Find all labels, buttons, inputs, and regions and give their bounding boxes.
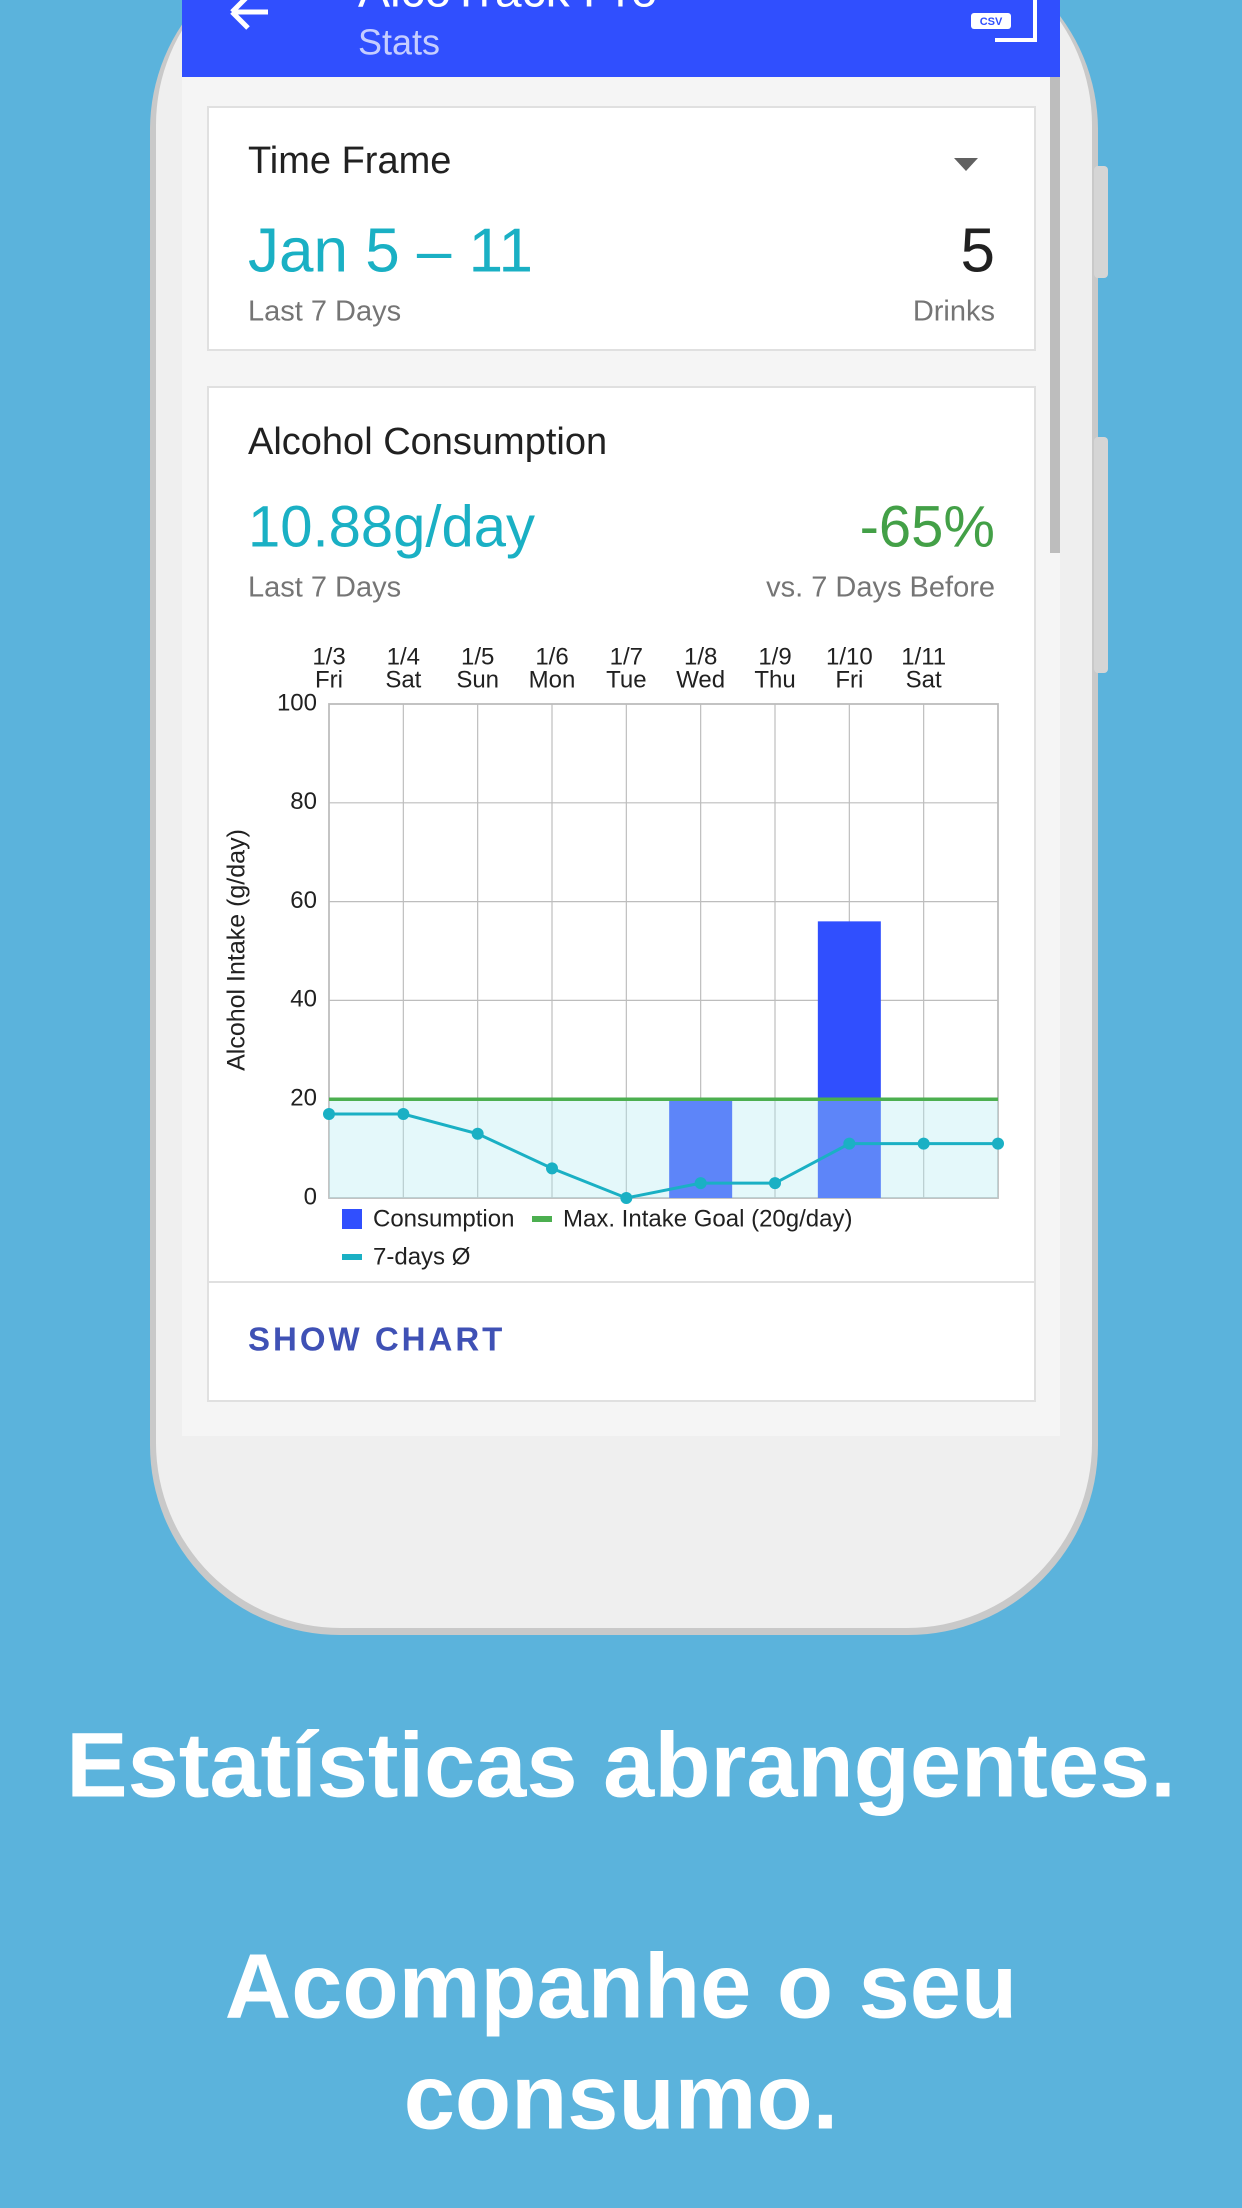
average-caption: Last 7 Days: [248, 572, 401, 604]
x-tick-weekday: Sat: [906, 666, 942, 693]
average-point: [323, 1108, 335, 1121]
x-tick-weekday: Wed: [676, 666, 725, 693]
export-button[interactable]: CSV: [971, 0, 1037, 42]
average-point: [917, 1137, 930, 1150]
x-tick-weekday: Sat: [385, 666, 421, 693]
phone-button: [1094, 437, 1108, 673]
tagline-heading: Estatísticas abrangentes.: [66, 1714, 1176, 1816]
y-tick-label: 0: [304, 1183, 317, 1210]
dropdown-arrow[interactable]: [954, 158, 978, 171]
change-caption: vs. 7 Days Before: [766, 572, 995, 604]
range: Jan 5 – 11: [248, 216, 533, 285]
x-tick-weekday: Sun: [456, 666, 499, 693]
average-point: [694, 1177, 707, 1190]
x-tick-label: 1/9: [758, 643, 791, 670]
x-tick-label: 1/3: [312, 643, 345, 670]
tagline-line: consumo.: [404, 2046, 838, 2148]
chart: 1/3Fri1/4Sat1/5Sun1/6Mon1/7Tue1/8Wed1/9T…: [223, 643, 1004, 1270]
average: 10.88g/day: [248, 494, 535, 559]
y-axis-label: Alcohol Intake (g/day): [223, 829, 251, 1071]
average-point: [471, 1127, 484, 1140]
x-tick-weekday: Mon: [529, 666, 576, 693]
average-line: [329, 1112, 998, 1200]
y-tick-label: 40: [290, 986, 317, 1013]
tagline-line: Acompanhe o seu: [225, 1935, 1017, 2037]
x-tick-label: 1/10: [826, 643, 873, 670]
x-tick-label: 1/6: [535, 643, 568, 670]
x-tick-label: 1/4: [387, 643, 420, 670]
goal-band: [329, 1099, 998, 1198]
y-tick-label: 60: [290, 887, 317, 914]
legend-label: Consumption: [373, 1205, 514, 1232]
show-chart-button[interactable]: SHOW CHART: [248, 1321, 505, 1358]
y-tick-label: 20: [290, 1085, 317, 1112]
app-bar: [182, 0, 1060, 77]
x-tick-weekday: Thu: [754, 666, 795, 693]
legend-label: 7-days Ø: [373, 1243, 470, 1270]
export-label: CSV: [980, 16, 1003, 28]
y-tick-label: 100: [277, 689, 317, 716]
average-point: [843, 1137, 856, 1150]
average-point: [620, 1192, 633, 1204]
x-tick-label: 1/5: [461, 643, 494, 670]
average-point: [992, 1137, 1004, 1150]
x-tick-weekday: Tue: [606, 666, 646, 693]
x-tick-label: 1/7: [610, 643, 643, 670]
y-tick-label: 80: [290, 788, 317, 815]
x-tick-label: 1/8: [684, 643, 717, 670]
plot-area: [328, 703, 999, 1199]
export-icon: [995, 0, 1037, 42]
phone-button: [1094, 166, 1108, 278]
card-title: Alcohol Consumption: [248, 421, 607, 463]
export-badge: [971, 13, 1011, 29]
average-point: [769, 1177, 781, 1190]
legend-swatch: [342, 1209, 362, 1229]
time-frame-card: [207, 106, 1036, 351]
drink-caption: Drinks: [913, 296, 995, 328]
app-title: AlcoTrack Pro: [358, 0, 658, 18]
time-frame-label: Time Frame: [248, 140, 451, 182]
back-arrow[interactable]: [230, 0, 268, 30]
average-point: [546, 1162, 558, 1175]
x-tick-weekday: Fri: [315, 666, 343, 693]
scrollbar: [1050, 77, 1060, 553]
change: -65%: [860, 494, 995, 559]
legend-label: Max. Intake Goal (20g/day): [563, 1205, 852, 1232]
bar: [817, 921, 881, 1198]
x-tick-weekday: Fri: [835, 666, 863, 693]
range-caption: Last 7 Days: [248, 296, 401, 328]
x-tick-label: 1/11: [901, 643, 946, 670]
average-point: [397, 1108, 410, 1121]
app-subtitle: Stats: [358, 22, 440, 63]
drink-count: 5: [961, 216, 995, 285]
